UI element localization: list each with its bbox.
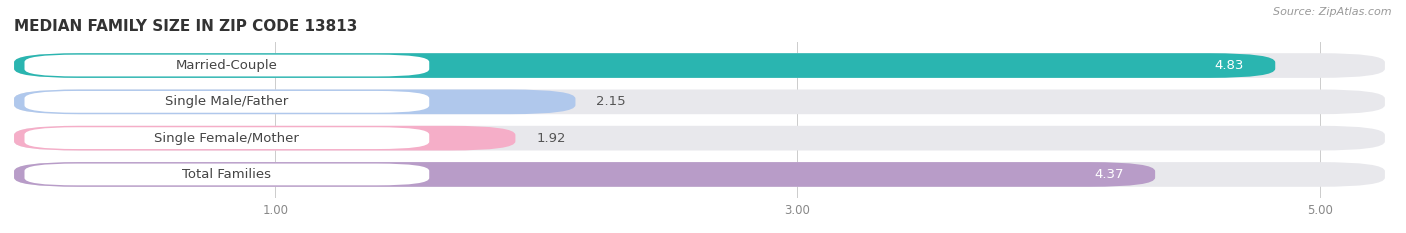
FancyBboxPatch shape bbox=[14, 126, 1385, 151]
FancyBboxPatch shape bbox=[14, 89, 1385, 114]
FancyBboxPatch shape bbox=[14, 126, 516, 151]
FancyBboxPatch shape bbox=[14, 53, 1275, 78]
FancyBboxPatch shape bbox=[14, 53, 1385, 78]
Text: Single Male/Father: Single Male/Father bbox=[166, 95, 288, 108]
FancyBboxPatch shape bbox=[14, 89, 575, 114]
FancyBboxPatch shape bbox=[24, 55, 429, 76]
Text: MEDIAN FAMILY SIZE IN ZIP CODE 13813: MEDIAN FAMILY SIZE IN ZIP CODE 13813 bbox=[14, 19, 357, 34]
Text: Married-Couple: Married-Couple bbox=[176, 59, 278, 72]
Text: Source: ZipAtlas.com: Source: ZipAtlas.com bbox=[1274, 7, 1392, 17]
FancyBboxPatch shape bbox=[24, 127, 429, 149]
Text: 4.83: 4.83 bbox=[1215, 59, 1244, 72]
FancyBboxPatch shape bbox=[14, 162, 1385, 187]
Text: 2.15: 2.15 bbox=[596, 95, 626, 108]
Text: Single Female/Mother: Single Female/Mother bbox=[155, 132, 299, 145]
Text: 4.37: 4.37 bbox=[1094, 168, 1123, 181]
FancyBboxPatch shape bbox=[24, 91, 429, 113]
Text: 1.92: 1.92 bbox=[536, 132, 565, 145]
FancyBboxPatch shape bbox=[24, 164, 429, 185]
FancyBboxPatch shape bbox=[14, 162, 1156, 187]
Text: Total Families: Total Families bbox=[183, 168, 271, 181]
